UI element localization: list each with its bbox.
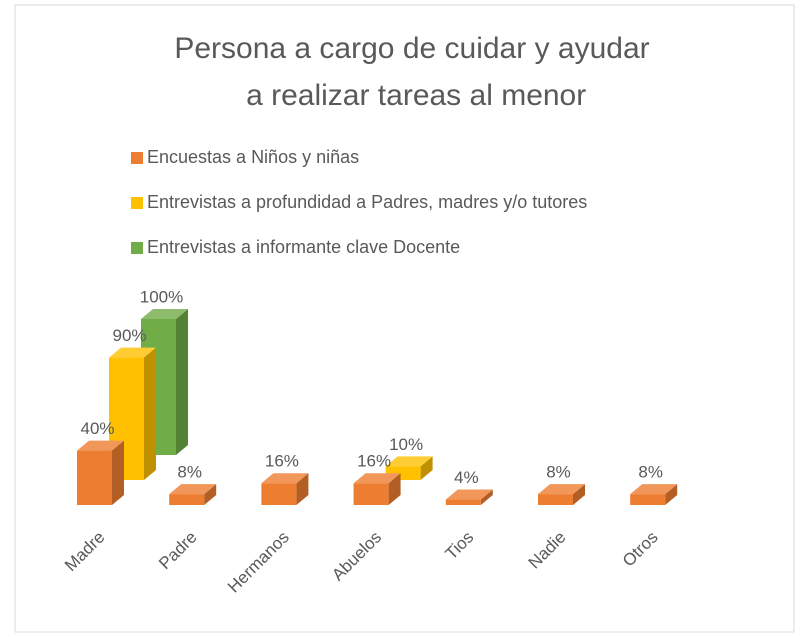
bar-front: [77, 450, 112, 505]
bar-side: [480, 489, 493, 505]
bar-side: [665, 484, 678, 505]
bar-top: [109, 347, 156, 358]
bar-front: [445, 499, 481, 505]
legend-label: Entrevistas a profundidad a Padres, madr…: [147, 192, 587, 212]
legend-swatch: [131, 152, 143, 164]
bar-side: [204, 484, 217, 505]
bar-side: [296, 473, 309, 505]
bar-side: [420, 456, 433, 480]
bar-top: [353, 473, 401, 484]
bar-top: [141, 309, 188, 319]
legend-swatch: [131, 197, 143, 209]
bar-front: [538, 494, 573, 505]
bar: [261, 473, 309, 505]
legend-label: Entrevistas a informante clave Docente: [147, 237, 460, 257]
bar-top: [261, 473, 309, 484]
bar: [445, 489, 493, 505]
data-label: 40%: [80, 419, 114, 438]
bar: [538, 484, 585, 505]
legend-label: Encuestas a Niños y niñas: [147, 147, 359, 167]
bar: [169, 484, 217, 505]
bar: [141, 309, 188, 455]
bar: [77, 440, 124, 505]
data-label: 100%: [140, 287, 183, 306]
data-label: 90%: [112, 326, 146, 345]
data-label: 8%: [177, 463, 202, 482]
bar-side: [388, 473, 401, 505]
data-label: 8%: [638, 463, 663, 482]
data-label: 4%: [454, 468, 479, 487]
legend-swatch: [131, 242, 143, 254]
data-label: 8%: [546, 463, 571, 482]
bar-side: [144, 347, 156, 480]
bar-side: [112, 440, 124, 505]
bar-front: [169, 494, 205, 505]
bar: [630, 484, 678, 505]
bar-top: [77, 440, 124, 451]
bar-side: [176, 309, 188, 455]
bar: [353, 473, 401, 505]
bar-top: [630, 484, 678, 495]
bar-top: [538, 484, 585, 495]
data-label: 16%: [357, 452, 391, 471]
bar-side: [573, 484, 585, 505]
data-label: 10%: [389, 435, 423, 454]
bar-top: [169, 484, 217, 495]
bar-front: [353, 483, 389, 505]
bar-top: [445, 489, 493, 500]
bar-top: [385, 456, 433, 467]
bar-front: [261, 483, 297, 505]
chart-title: Persona a cargo de cuidar y ayudar a rea…: [174, 32, 649, 112]
bar-front: [630, 494, 666, 505]
bar: [109, 347, 156, 480]
data-label: 16%: [265, 452, 299, 471]
